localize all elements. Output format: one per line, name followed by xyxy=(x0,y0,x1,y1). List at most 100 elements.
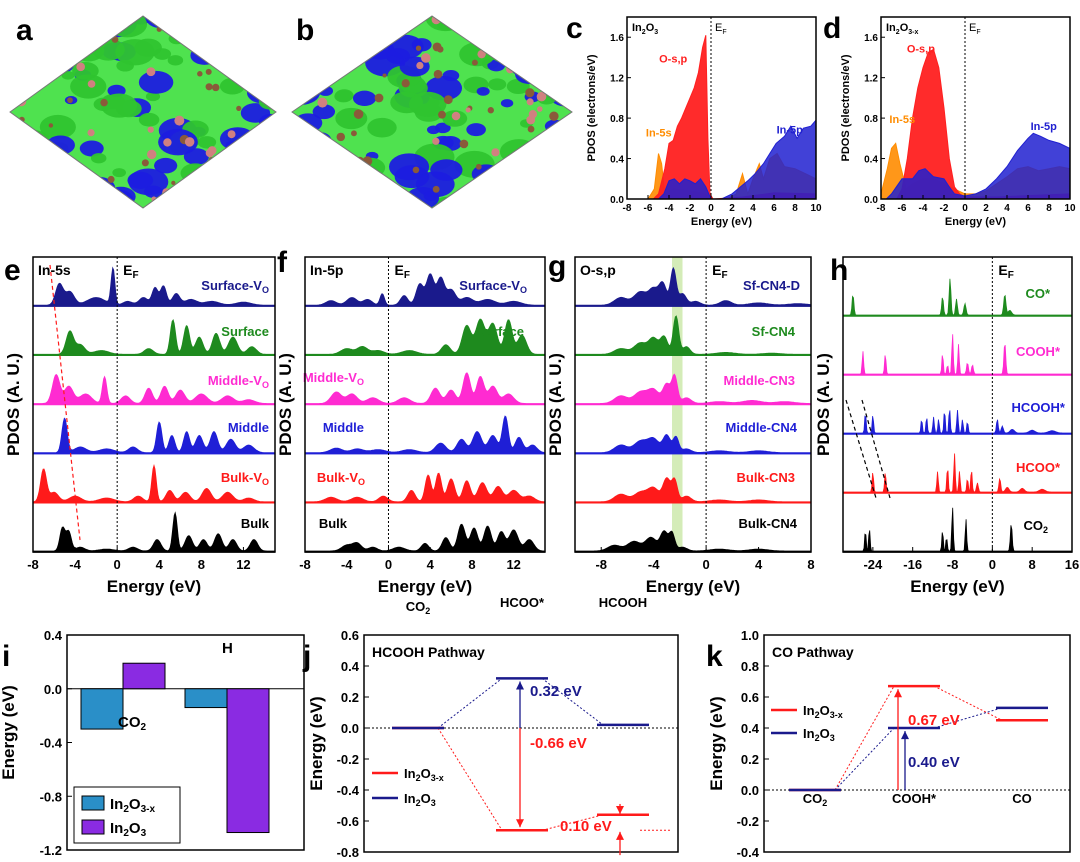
atom xyxy=(141,159,149,167)
y-axis-label: PDOS (A. U.) xyxy=(276,353,295,456)
blue-lobe xyxy=(476,87,490,96)
x-tick-label: 6 xyxy=(1025,203,1031,214)
panel-letter-d: d xyxy=(823,12,841,45)
subscript: O xyxy=(262,285,269,295)
blue-lobe xyxy=(520,198,534,208)
text-part: Middle-V xyxy=(208,373,262,388)
y-tick-label: -0.6 xyxy=(337,814,359,829)
atom xyxy=(111,36,119,43)
fermi-label: EF xyxy=(712,262,727,281)
x-tick-label: -6 xyxy=(644,203,653,214)
atom xyxy=(28,159,37,168)
x-tick-label: 0 xyxy=(962,203,968,214)
series-label-Middle-CN3: Middle-CN3 xyxy=(724,373,796,388)
green-lobe xyxy=(90,153,107,164)
subscript: O xyxy=(262,477,269,487)
text-part: O xyxy=(820,726,830,741)
blue-lobe xyxy=(510,173,543,196)
panel-letter-e: e xyxy=(4,254,21,287)
y-axis-label: Energy (eV) xyxy=(707,696,726,790)
blue-lobe xyxy=(495,188,508,197)
atom xyxy=(74,178,85,189)
blue-lobe xyxy=(215,43,256,71)
atom xyxy=(58,36,64,41)
atom xyxy=(216,58,225,67)
green-lobe xyxy=(39,114,76,140)
atom xyxy=(412,166,420,174)
atom xyxy=(40,146,51,157)
category-label-CO2: CO2 xyxy=(118,714,147,733)
atom xyxy=(546,68,555,77)
energy-annotation: 0.10 eV xyxy=(560,818,612,835)
panel-b xyxy=(291,15,573,209)
text-part: O xyxy=(129,796,141,813)
series-area-Middle-V xyxy=(32,373,276,405)
y-axis-label: Energy (eV) xyxy=(307,696,326,790)
subscript: F xyxy=(976,29,980,36)
y-tick-label: 1.0 xyxy=(741,628,759,643)
x-tick-label: 0 xyxy=(114,557,121,572)
fermi-label: EF xyxy=(998,262,1013,281)
series-area-Surface xyxy=(32,319,276,356)
blue-lobe xyxy=(104,189,133,208)
atom xyxy=(478,16,484,20)
y-axis-label: PDOS (electrons/eV) xyxy=(586,54,598,161)
blue-lobe xyxy=(317,16,336,28)
atom xyxy=(264,38,271,45)
panel-letter-f: f xyxy=(277,246,288,279)
atom xyxy=(353,109,364,119)
blue-lobe xyxy=(240,103,271,123)
atom xyxy=(227,130,236,139)
atom xyxy=(432,185,440,193)
x-axis-label: Energy (eV) xyxy=(910,577,1004,596)
blue-lobe xyxy=(466,123,486,137)
text-part: Middle-V xyxy=(303,370,357,385)
green-lobe xyxy=(13,169,44,189)
text-part: HCOOH* xyxy=(1012,400,1066,415)
subscript: 2 xyxy=(141,722,147,733)
blue-lobe xyxy=(352,90,377,107)
plot-frame xyxy=(763,634,1071,853)
y-tick-label: -1.2 xyxy=(40,843,62,858)
green-lobe xyxy=(538,169,572,194)
green-lobe xyxy=(499,139,538,165)
green-lobe xyxy=(329,36,351,51)
green-lobe xyxy=(308,181,330,196)
atom xyxy=(459,139,469,149)
guide-line xyxy=(861,399,891,499)
text-part: Bulk-CN4 xyxy=(738,516,797,531)
blue-lobe xyxy=(138,70,174,94)
atom xyxy=(205,148,215,158)
atom xyxy=(49,29,60,40)
text-part: In xyxy=(404,766,416,781)
series-label-Bulk: Bulk xyxy=(241,516,270,531)
y-tick-label: -0.4 xyxy=(337,783,360,798)
atom xyxy=(37,38,45,46)
text-part: HCOO* xyxy=(1016,460,1061,475)
subscript: 3-x xyxy=(431,773,444,783)
panel-letter-k: k xyxy=(706,640,723,673)
series-area-Bulk-V xyxy=(32,463,276,504)
blue-lobe xyxy=(500,99,514,108)
legend-label-In2O3-x: In2O3-x xyxy=(110,796,155,815)
series-area-Bulk xyxy=(304,523,546,553)
x-tick-label: 4 xyxy=(156,557,164,572)
subscript: 3-x xyxy=(908,29,918,36)
series-area-Middle xyxy=(304,415,546,455)
isosurface-body xyxy=(292,16,572,208)
text-part: Surface-V xyxy=(459,278,520,293)
x-tick-label: -8 xyxy=(299,557,311,572)
atom xyxy=(146,149,157,160)
green-lobe xyxy=(61,189,100,208)
y-axis-label: PDOS (A. U.) xyxy=(546,353,565,456)
x-tick-label: 12 xyxy=(236,557,250,572)
bar-H-In2O3 xyxy=(226,688,270,834)
blue-lobe xyxy=(41,52,75,75)
green-lobe xyxy=(203,185,239,208)
x-tick-label: -8 xyxy=(877,203,886,214)
panel-letter-h: h xyxy=(830,254,848,287)
green-lobe xyxy=(115,39,155,66)
atom xyxy=(257,25,264,32)
blue-lobe xyxy=(520,56,549,75)
